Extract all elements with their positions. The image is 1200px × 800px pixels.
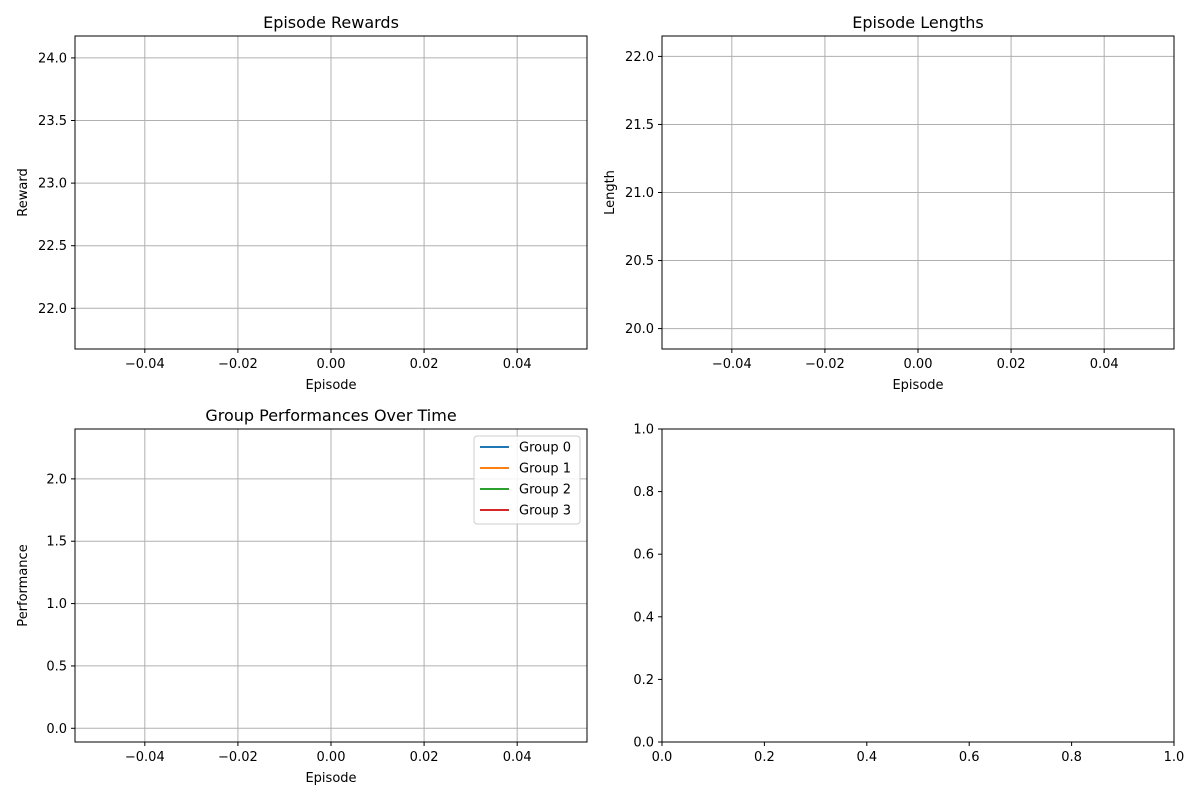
y-tick-label: 0.8 [633, 485, 654, 500]
legend-box [473, 435, 581, 525]
x-tick-label: 0.8 [1061, 750, 1082, 765]
x-tick-label: 0.0 [652, 750, 673, 765]
y-tick-label: 23.5 [38, 114, 67, 129]
legend-label: Group 1 [519, 462, 571, 477]
y-tick-label: 22.5 [38, 239, 67, 254]
chart-title: Episode Lengths [852, 13, 983, 32]
x-tick-label: 0.00 [317, 750, 346, 765]
x-tick-label: 1.0 [1164, 750, 1185, 765]
y-tick-label: 23.0 [38, 177, 67, 192]
legend-label: Group 2 [519, 483, 571, 498]
x-tick-label: 0.02 [997, 357, 1026, 372]
chart-title: Group Performances Over Time [205, 406, 456, 425]
y-tick-label: 24.0 [38, 51, 67, 66]
y-tick-label: 0.4 [633, 610, 654, 625]
x-tick-label: 0.04 [503, 750, 532, 765]
x-tick-label: 0.02 [410, 357, 439, 372]
x-tick-label: 0.6 [959, 750, 980, 765]
y-tick-label: 0.2 [633, 673, 654, 688]
x-tick-label: 0.04 [503, 357, 532, 372]
x-tick-label: −0.04 [125, 750, 165, 765]
x-tick-label: −0.02 [218, 357, 258, 372]
x-tick-label: −0.02 [218, 750, 258, 765]
chart-3: 0.0 0.2 0.4 0.6 0.8 1.0 0.0 0.2 0.4 0.6 0.8 1.0 [633, 423, 1184, 766]
x-tick-label: −0.02 [805, 357, 845, 372]
x-tick-label: 0.02 [410, 750, 439, 765]
legend-label: Group 3 [519, 504, 571, 519]
chart-1: −0.04 −0.02 0.00 0.02 0.04 20.0 20.5 21.0 21.5 22… [603, 13, 1175, 393]
y-tick-label: 20.5 [625, 254, 654, 269]
chart-2: −0.04 −0.02 0.00 0.02 0.04 0.0 0.5 1.0 1.5 2.0 Gro… [16, 406, 588, 786]
y-tick-label: 21.5 [625, 118, 654, 133]
chart-0: −0.04 −0.02 0.00 0.02 0.04 22.0 22.5 23.0 23.5 24… [16, 13, 588, 393]
y-tick-label: 0.6 [633, 548, 654, 563]
y-tick-label: 0.5 [46, 659, 67, 674]
x-axis-label: Episode [305, 771, 356, 786]
y-tick-label: 22.0 [625, 50, 654, 65]
y-axis-label: Performance [16, 544, 31, 626]
y-tick-label: 20.0 [625, 322, 654, 337]
x-tick-label: 0.4 [856, 750, 877, 765]
y-tick-label: 0.0 [46, 722, 67, 737]
y-tick-label: 1.5 [46, 535, 67, 550]
x-tick-label: 0.04 [1090, 357, 1119, 372]
x-tick-label: −0.04 [712, 357, 752, 372]
x-axis-label: Episode [305, 378, 356, 393]
legend-label: Group 0 [519, 441, 571, 456]
x-tick-label: 0.00 [904, 357, 933, 372]
y-tick-label: 22.0 [38, 302, 67, 317]
y-tick-label: 0.0 [633, 736, 654, 751]
chart-title: Episode Rewards [263, 13, 399, 32]
y-tick-label: 2.0 [46, 472, 67, 487]
x-tick-label: −0.04 [125, 357, 165, 372]
y-axis-label: Length [603, 170, 618, 215]
y-tick-label: 1.0 [46, 597, 67, 612]
x-tick-label: 0.00 [317, 357, 346, 372]
axes-frame [661, 428, 1175, 743]
x-tick-label: 0.2 [754, 750, 775, 765]
legend: Group 0 Group 1 Group 2 Group 3 [473, 435, 581, 525]
x-axis-label: Episode [892, 378, 943, 393]
y-axis-label: Reward [16, 168, 31, 216]
y-tick-label: 21.0 [625, 186, 654, 201]
y-tick-label: 1.0 [633, 423, 654, 438]
